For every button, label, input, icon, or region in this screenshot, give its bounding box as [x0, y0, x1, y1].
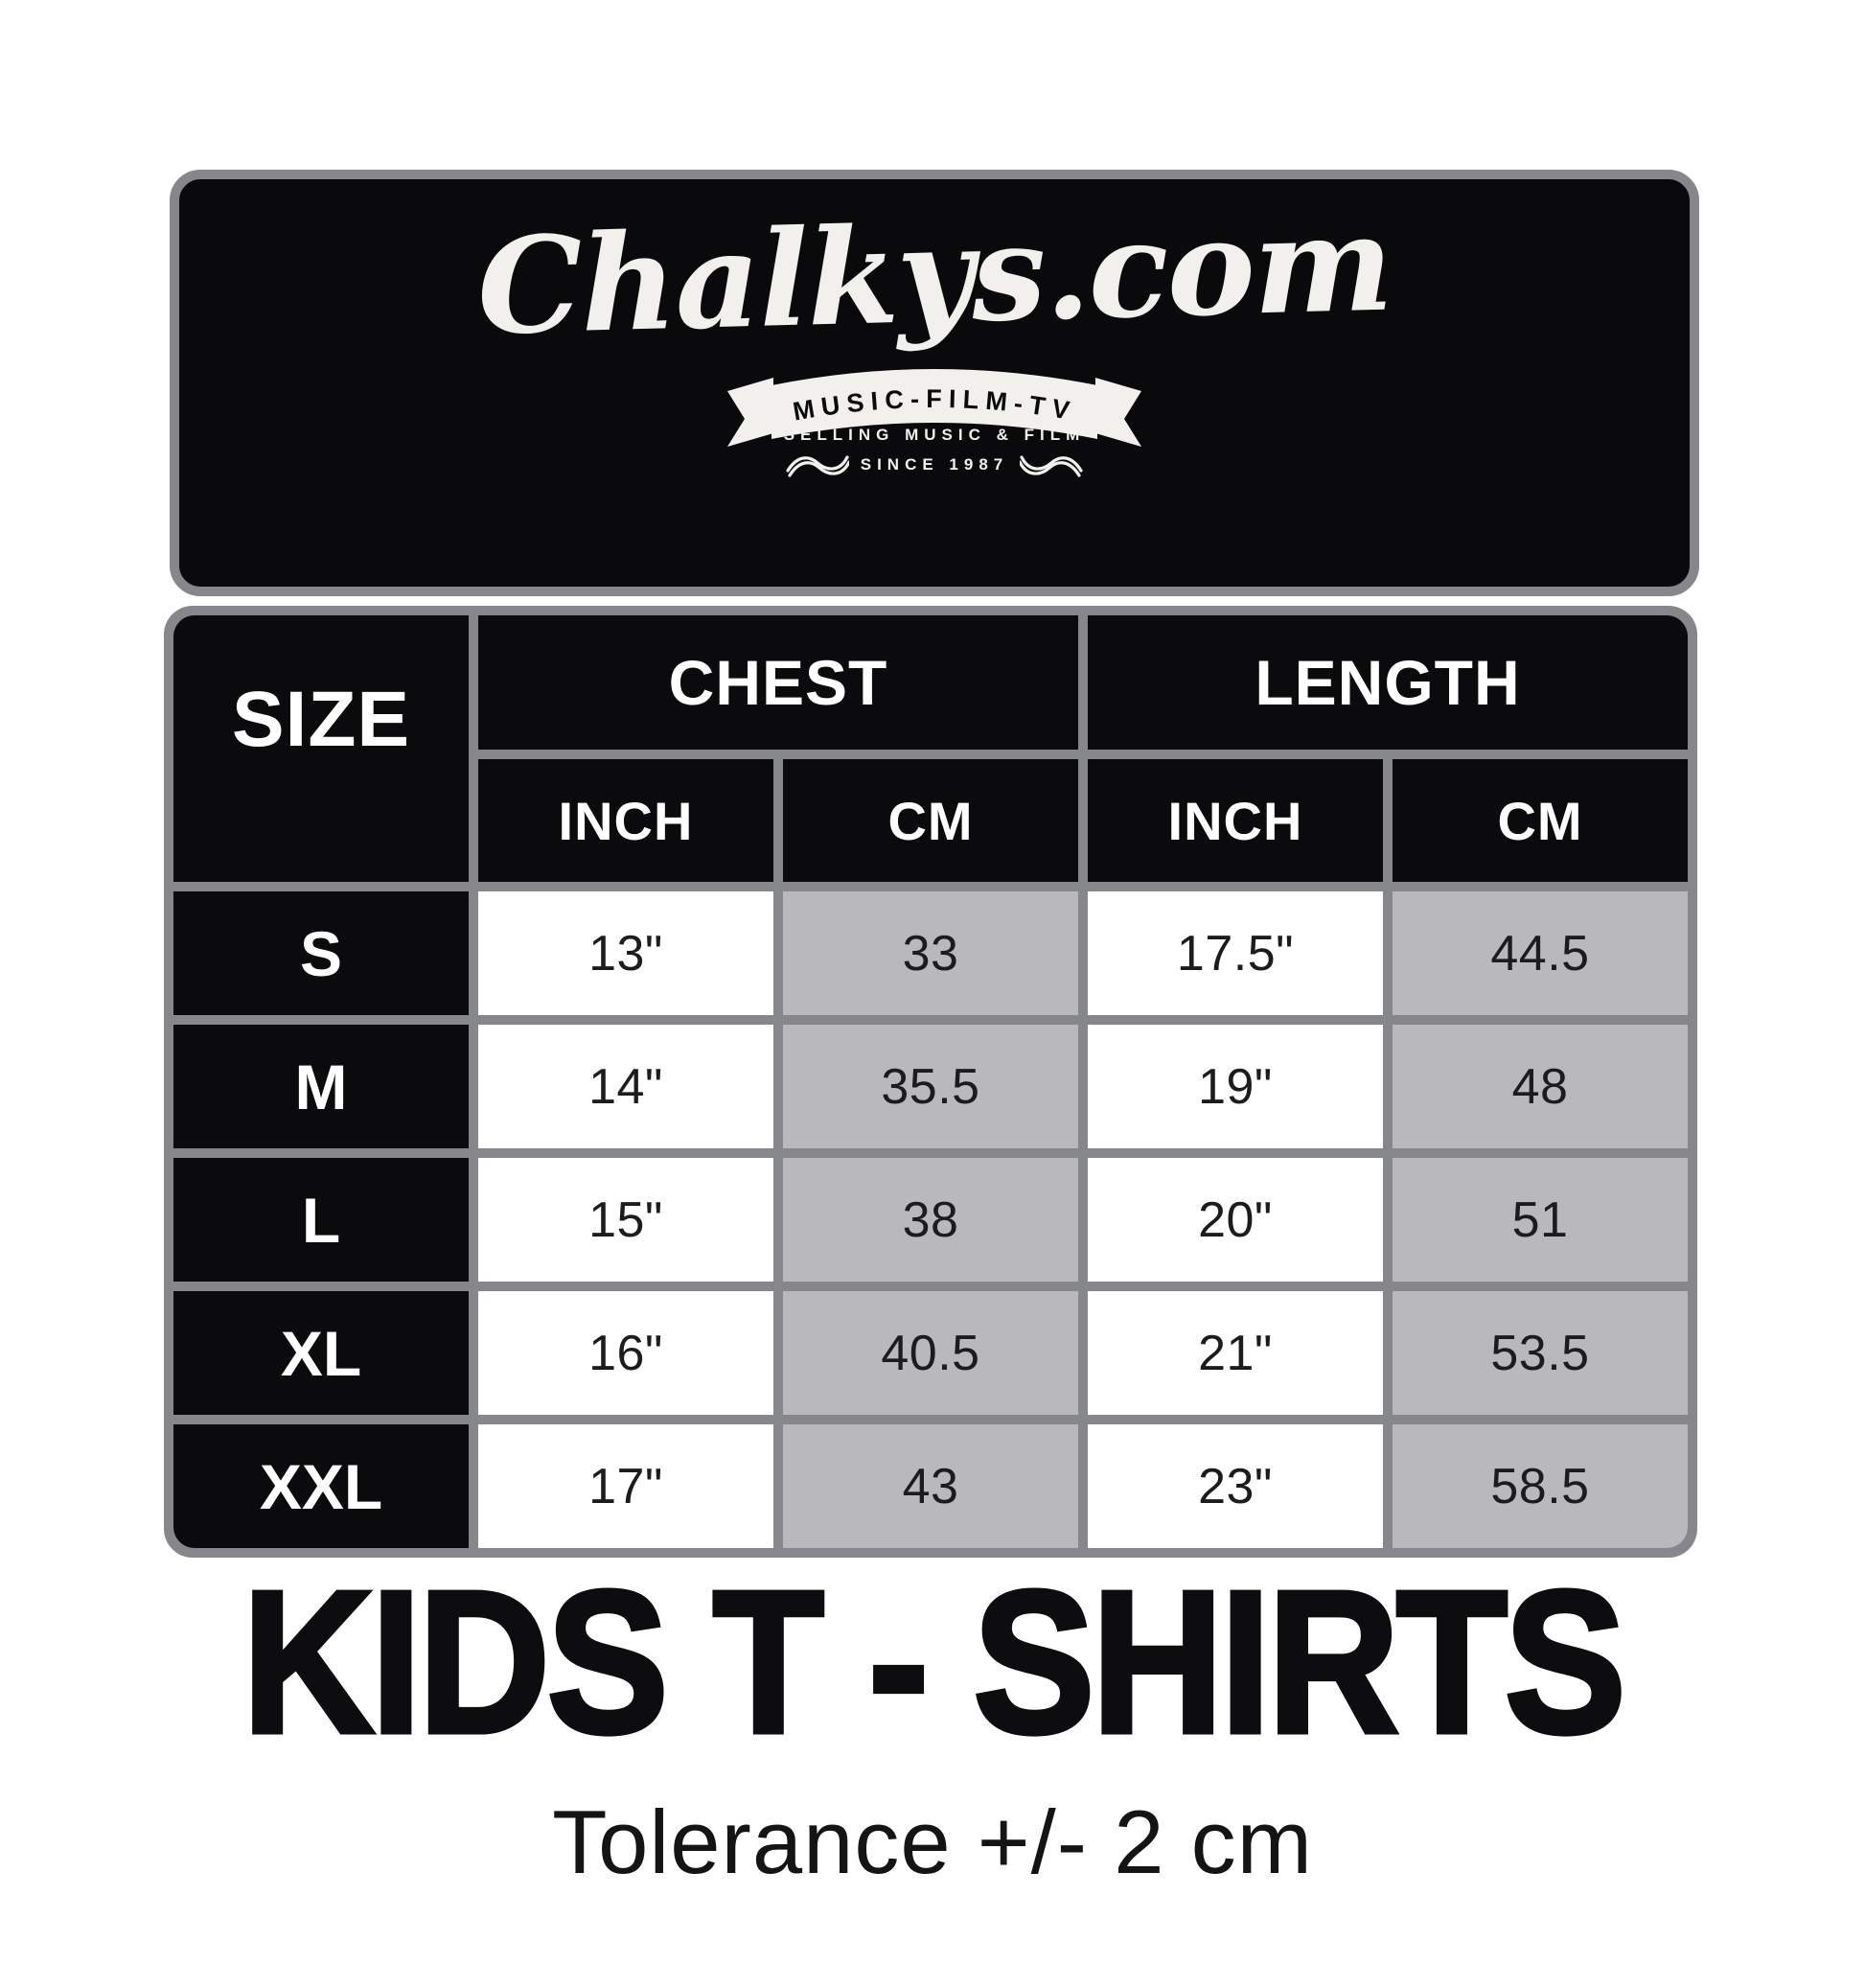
- chest-cm-value-xxl: 43: [783, 1424, 1078, 1548]
- chest-cm-value-m: 35.5: [783, 1025, 1078, 1148]
- col-header-chest: CHEST: [478, 615, 1078, 750]
- length-cm-value-m: 48: [1393, 1025, 1688, 1148]
- ribbon-left-tail: [727, 377, 773, 447]
- length-cm-value-xl: 53.5: [1393, 1291, 1688, 1415]
- brand-logo-panel: Chalkys.com MUSIC-FILM-TV SELLING MUSIC …: [170, 170, 1699, 596]
- chest-inch-value-xxl: 17": [478, 1424, 773, 1548]
- brand-banner-block: MUSIC-FILM-TV SELLING MUSIC & FILM SINCE…: [714, 353, 1155, 495]
- ribbon-band: [771, 368, 1097, 439]
- chest-inch-value-xl: 16": [478, 1291, 773, 1415]
- ribbon-banner-icon: MUSIC-FILM-TV: [727, 368, 1141, 447]
- chest-inch-value-s: 13": [478, 891, 773, 1015]
- tolerance-note: Tolerance +/- 2 cm: [552, 1792, 1313, 1892]
- brand-since: SINCE 1987: [860, 454, 1009, 474]
- chest-inch-value-l: 15": [478, 1158, 773, 1282]
- chest-inch-value-m: 14": [478, 1025, 773, 1148]
- col-header-length-inch: INCH: [1088, 759, 1383, 882]
- ribbon-right-tail: [1095, 377, 1141, 447]
- size-label-s: S: [173, 891, 469, 1015]
- size-label-xxl: XXL: [173, 1424, 469, 1548]
- length-inch-value-s: 17.5": [1088, 891, 1383, 1015]
- size-label-xl: XL: [173, 1291, 469, 1415]
- chest-cm-value-l: 38: [783, 1158, 1078, 1282]
- length-inch-value-xxl: 23": [1088, 1424, 1383, 1548]
- length-cm-value-l: 51: [1393, 1158, 1688, 1282]
- col-header-chest-inch: INCH: [478, 759, 773, 882]
- length-cm-value-xxl: 58.5: [1393, 1424, 1688, 1548]
- col-header-size: SIZE: [173, 615, 469, 882]
- chest-cm-value-s: 33: [783, 891, 1078, 1015]
- brand-tagline: SELLING MUSIC & FILM: [783, 425, 1086, 444]
- length-inch-value-xl: 21": [1088, 1291, 1383, 1415]
- length-inch-value-m: 19": [1088, 1025, 1383, 1148]
- brand-name: Chalkys.com: [475, 184, 1393, 365]
- col-header-chest-cm: CM: [783, 759, 1078, 882]
- size-label-l: L: [173, 1158, 469, 1282]
- flourish-right-icon: [1020, 454, 1083, 477]
- length-cm-value-s: 44.5: [1393, 891, 1688, 1015]
- chest-cm-value-xl: 40.5: [783, 1291, 1078, 1415]
- size-table: SIZE CHEST LENGTH INCH CM INCH CM S 13" …: [164, 606, 1697, 1558]
- length-inch-value-l: 20": [1088, 1158, 1383, 1282]
- brand-since-row: SINCE 1987: [714, 452, 1155, 477]
- col-header-length-cm: CM: [1393, 759, 1688, 882]
- size-label-m: M: [173, 1025, 469, 1148]
- col-header-length: LENGTH: [1088, 615, 1688, 750]
- flourish-left-icon: [786, 454, 849, 477]
- chart-title: KIDS T - SHIRTS: [240, 1548, 1628, 1775]
